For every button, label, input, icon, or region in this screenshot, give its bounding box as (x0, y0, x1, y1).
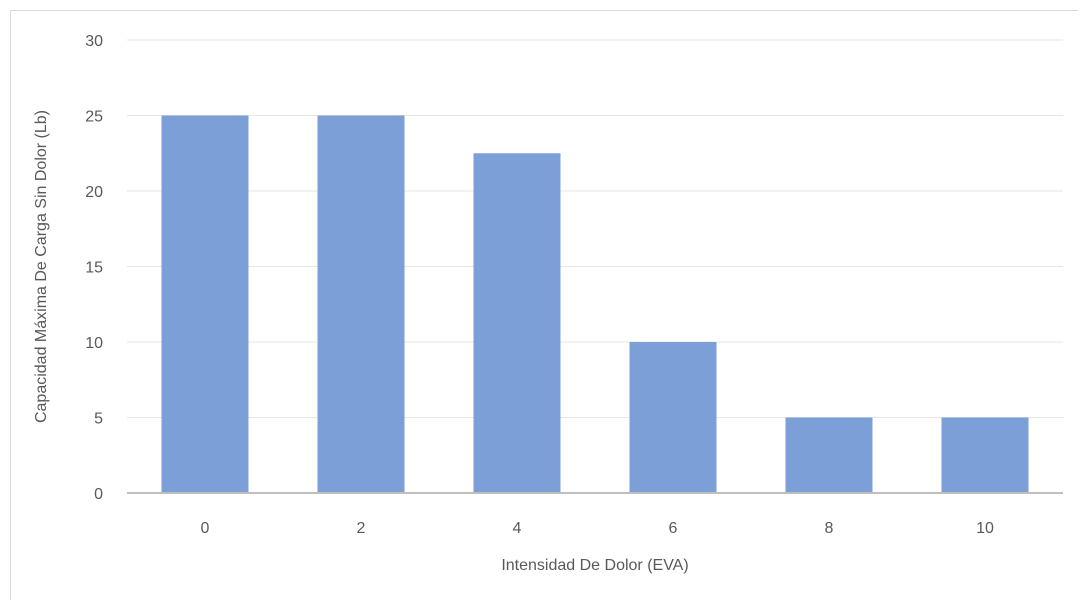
x-tick-label: 8 (825, 520, 834, 537)
y-axis-title: Capacidad Máxima De Carga Sin Dolor (Lb) (33, 110, 50, 423)
x-tick-label: 2 (357, 520, 366, 537)
y-tick-label: 20 (85, 184, 103, 201)
bar (161, 115, 249, 493)
bar (317, 115, 405, 493)
bar (785, 417, 873, 493)
bar (629, 342, 717, 493)
x-tick-label: 10 (976, 520, 994, 537)
y-tick-label: 25 (85, 109, 103, 126)
y-tick-label: 30 (85, 33, 103, 50)
y-tick-label: 5 (94, 411, 103, 428)
bar (473, 153, 561, 493)
y-tick-label: 0 (94, 486, 103, 503)
chart-frame (10, 10, 1078, 600)
bar (941, 417, 1029, 493)
x-axis-title: Intensidad De Dolor (EVA) (501, 557, 688, 574)
y-tick-label: 15 (85, 260, 103, 277)
x-tick-label: 4 (513, 520, 522, 537)
labels-layer: 0 5 10 15 20 25 30 0 2 4 6 8 10 (85, 33, 994, 537)
x-tick-label: 0 (201, 520, 210, 537)
grid-layer (127, 39, 1063, 418)
y-tick-label: 10 (85, 335, 103, 352)
x-tick-label: 6 (669, 520, 678, 537)
bars-layer (161, 115, 1029, 493)
